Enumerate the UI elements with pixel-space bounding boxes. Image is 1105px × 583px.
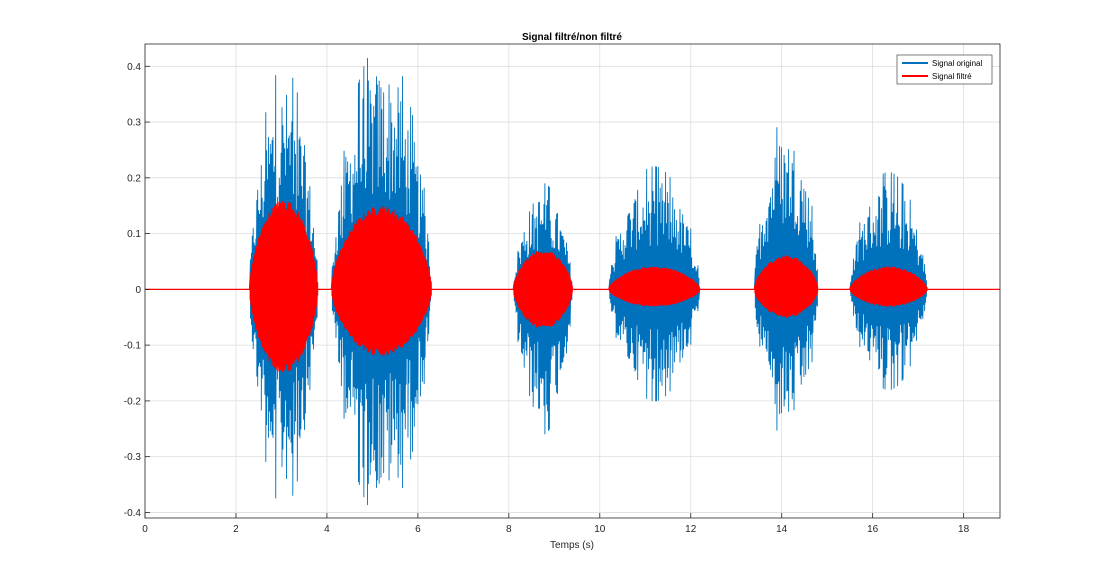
signal-filtre-burst [512,251,573,328]
axis-ticks: 0 2 4 6 8 10 12 14 16 18 -0.4 -0.3 -0.2 -0.1 0 0.1 0.2 0.… [124,62,970,535]
y-tick-label: 0.3 [127,118,141,129]
signal-filtre-burst [849,266,928,307]
y-tick-label: -0.4 [124,508,142,519]
x-tick-label: 8 [506,524,512,535]
x-tick-label: 0 [142,524,148,535]
series-signal-original [249,57,927,506]
legend: Signal original Signal filtré [896,54,993,85]
y-tick-label: 0.4 [127,62,141,73]
y-tick-label: -0.2 [124,396,142,407]
y-tick-label: 0.1 [127,229,141,240]
x-tick-label: 18 [958,524,970,535]
chart-title: Signal filtré/non filtré [522,32,622,43]
series-signal-filtre [248,201,928,373]
legend-box [896,54,993,85]
signal-filtre-burst [608,266,700,307]
x-axis-label: Temps (s) [550,540,594,551]
x-tick-label: 2 [233,524,239,535]
y-tick-label: 0 [135,285,141,296]
signal-original-burst [331,57,432,506]
x-tick-label: 12 [685,524,697,535]
x-tick-label: 10 [594,524,606,535]
y-tick-label: 0.2 [127,173,141,184]
x-tick-label: 16 [867,524,879,535]
x-tick-label: 4 [324,524,330,535]
signal-original-burst [849,172,927,390]
x-tick-label: 6 [415,524,421,535]
signal-filtre-burst [330,205,432,357]
y-tick-label: -0.3 [124,452,142,463]
legend-label-signal-filtre: Signal filtré [932,72,972,81]
signal-filtre-burst [248,201,319,373]
signal-filtre-burst [753,255,819,318]
x-tick-label: 14 [776,524,788,535]
axes-box [144,43,1001,519]
legend-label-signal-original: Signal original [932,59,982,68]
y-tick-label: -0.1 [124,341,142,352]
